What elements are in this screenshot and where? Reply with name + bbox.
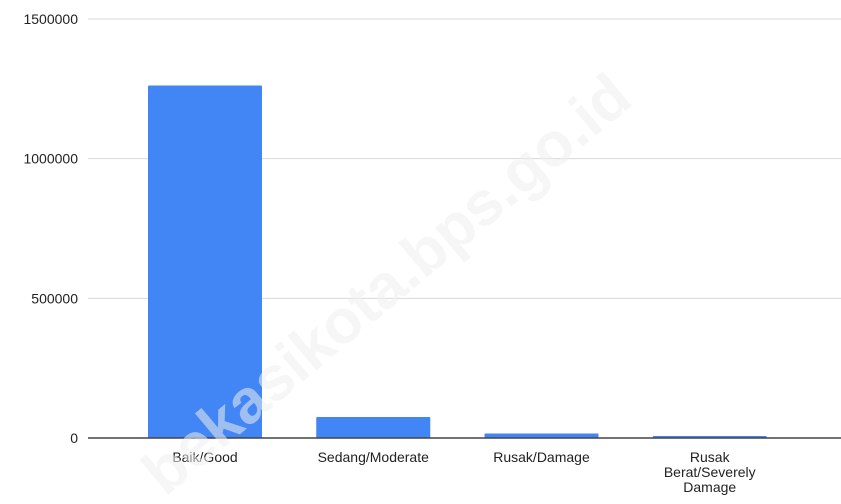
x-tick-label: Rusak Berat/Severely Damage <box>664 449 756 495</box>
y-tick-label: 0 <box>70 430 78 446</box>
y-tick-label: 1000000 <box>23 151 78 167</box>
bars <box>148 85 767 438</box>
bar <box>148 85 262 438</box>
y-axis-ticks: 0 500000 1000000 1500000 <box>23 11 78 446</box>
x-tick-label: Sedang/Moderate <box>318 449 430 465</box>
bar <box>316 417 430 438</box>
y-tick-label: 1500000 <box>23 11 78 27</box>
y-tick-label: 500000 <box>31 290 78 306</box>
x-tick-label: Baik/Good <box>172 449 237 465</box>
x-tick-label: Rusak/Damage <box>493 449 590 465</box>
x-axis-labels: Baik/Good Sedang/Moderate Rusak/Damage Rusa… <box>172 449 755 495</box>
